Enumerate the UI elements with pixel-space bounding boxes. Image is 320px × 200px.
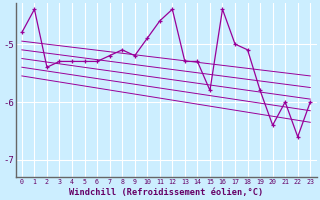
X-axis label: Windchill (Refroidissement éolien,°C): Windchill (Refroidissement éolien,°C)	[69, 188, 263, 197]
